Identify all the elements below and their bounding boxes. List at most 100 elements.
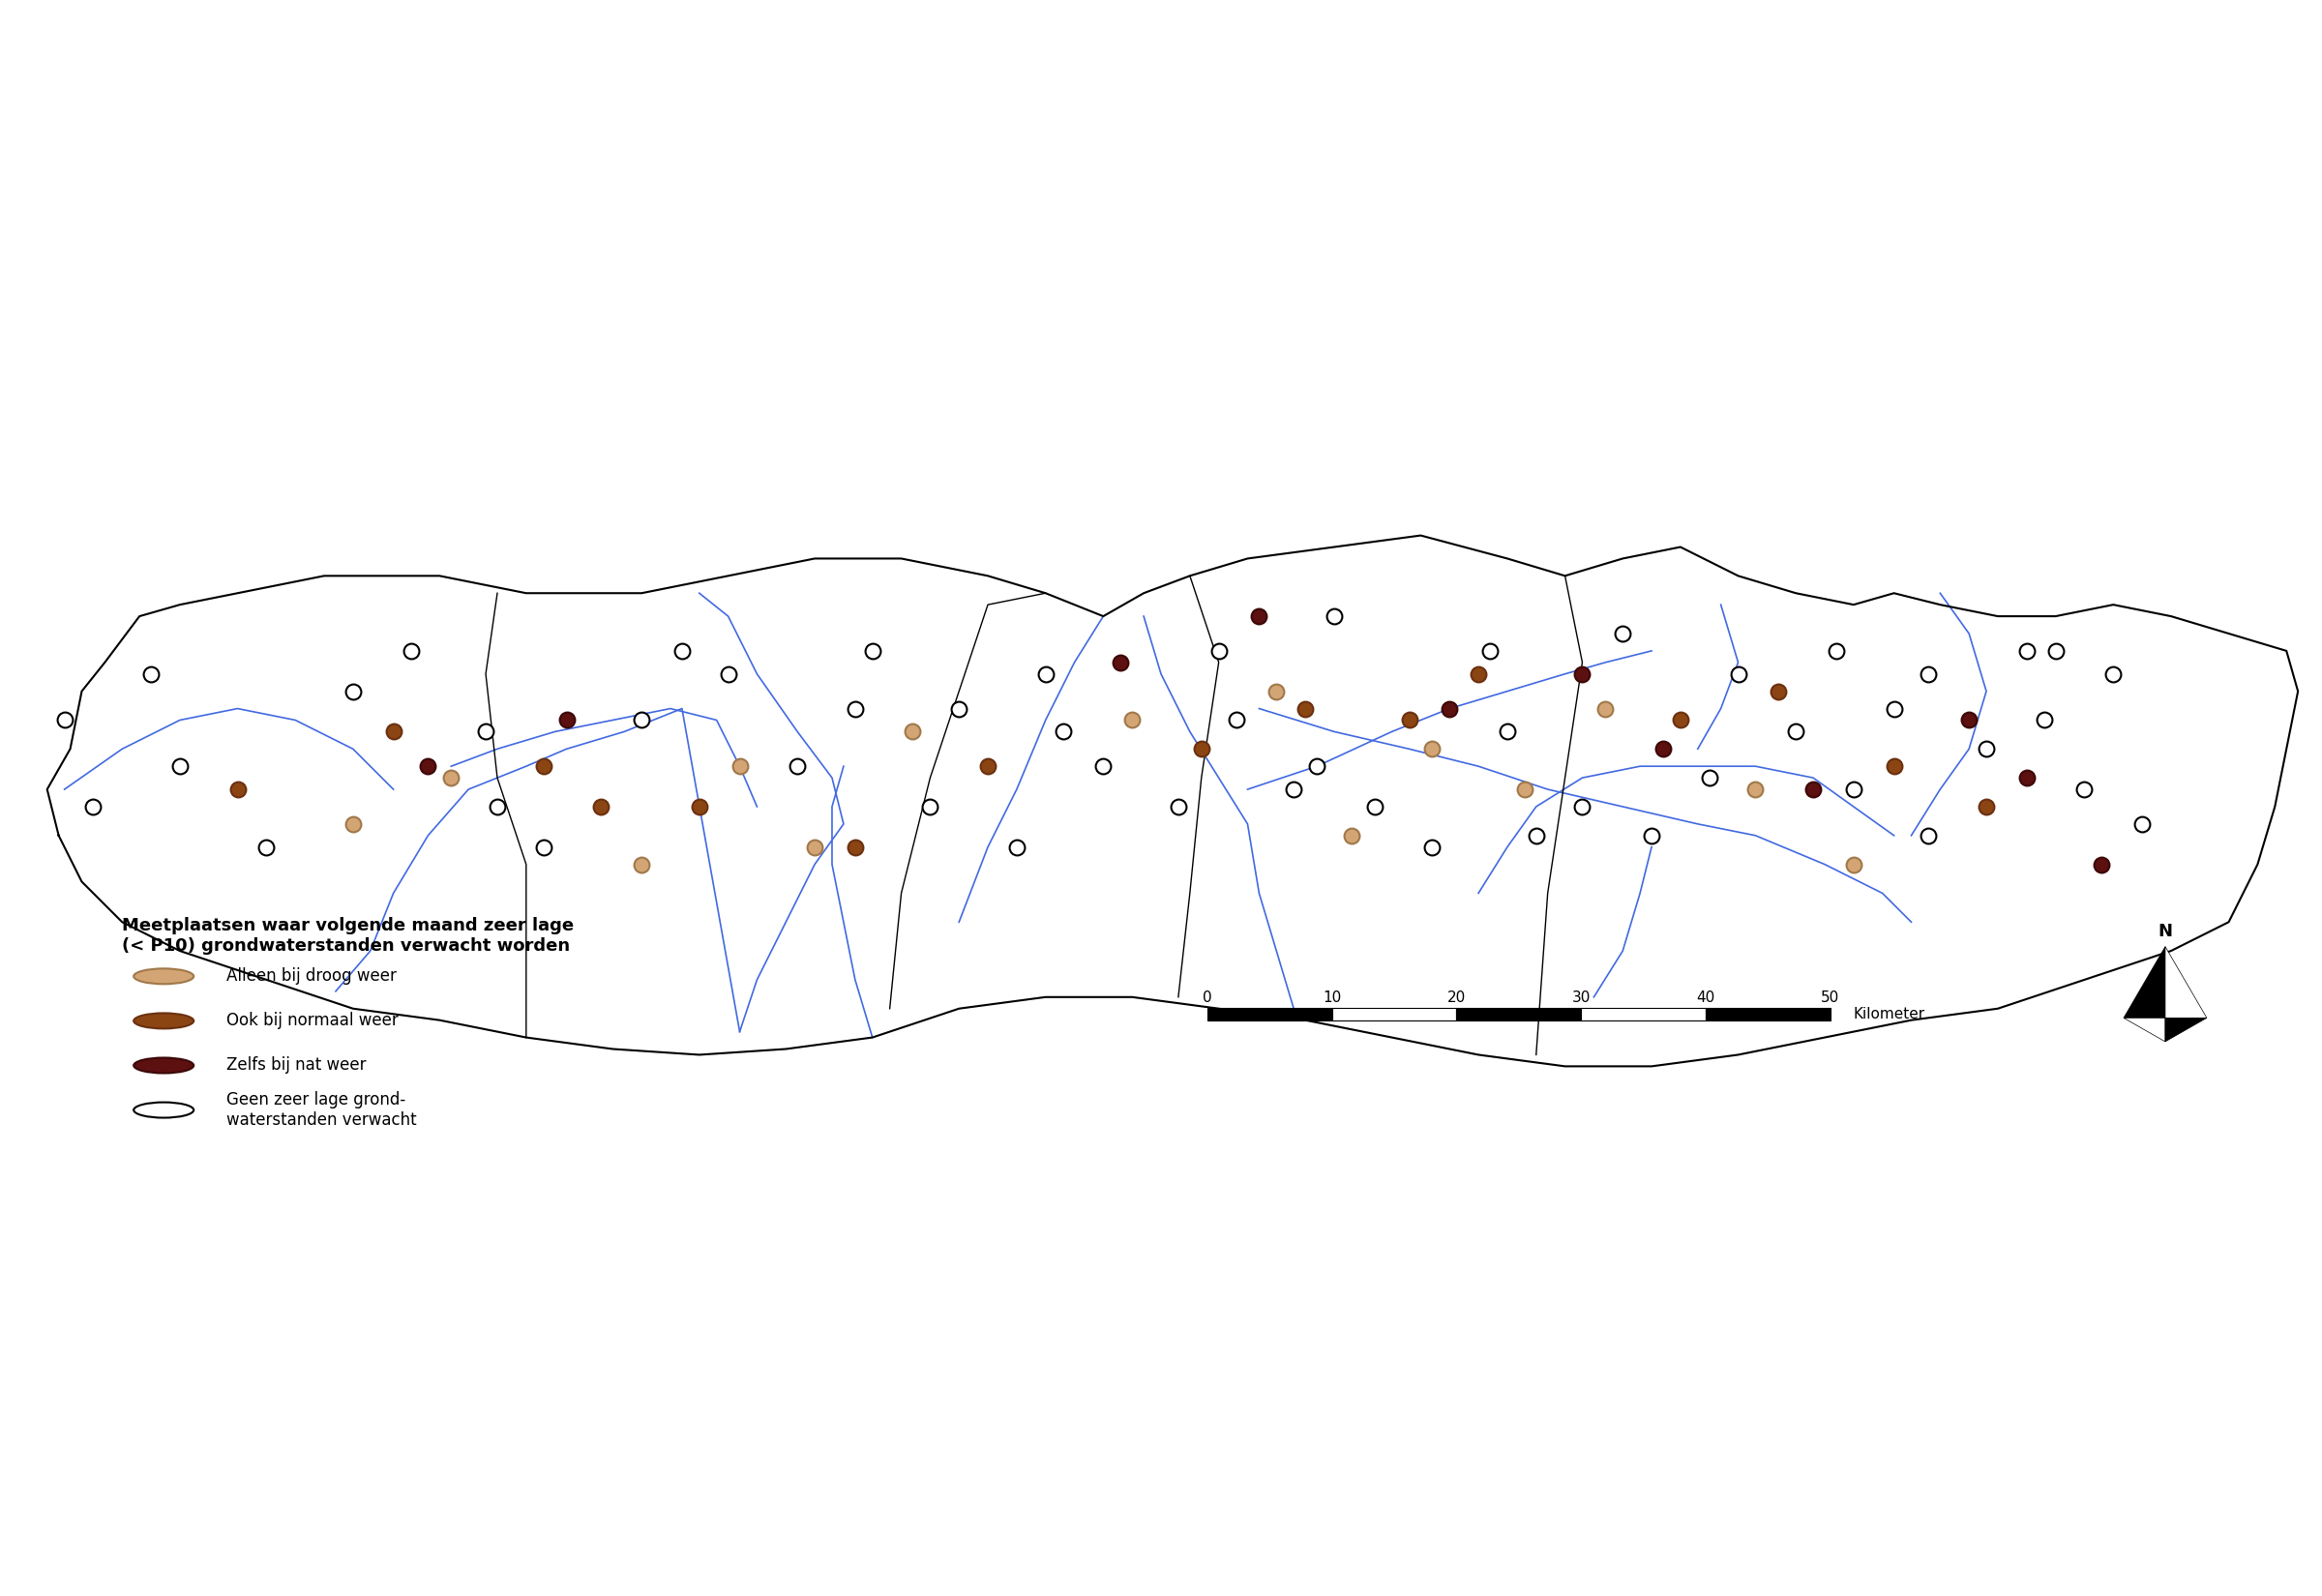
Point [1563,793,1600,819]
Point [2125,811,2162,836]
Point [1776,718,1813,744]
Polygon shape [2164,946,2206,1018]
Point [1045,718,1082,744]
FancyBboxPatch shape [1581,1007,1707,1021]
Point [796,835,834,860]
Point [1115,707,1152,733]
Point [1159,793,1196,819]
Polygon shape [2164,1018,2206,1042]
Point [1275,777,1312,803]
FancyBboxPatch shape [1333,1007,1456,1021]
Point [622,852,659,878]
Point [836,696,873,721]
Point [74,793,111,819]
Point [432,764,469,790]
Point [1084,753,1122,779]
Point [1605,621,1642,646]
Point [1414,736,1451,761]
Point [1519,822,1556,847]
Point [1298,753,1335,779]
Point [1286,696,1324,721]
Point [2083,852,2120,878]
Point [467,718,504,744]
Point [940,696,978,721]
Text: 0: 0 [1203,990,1212,1005]
Point [854,638,892,664]
Text: Geen zeer lage grond-
waterstanden verwacht: Geen zeer lage grond- waterstanden verwa… [225,1092,416,1128]
Point [894,718,931,744]
Circle shape [135,969,193,985]
Point [1356,793,1393,819]
Point [1333,822,1370,847]
Point [2036,638,2074,664]
FancyBboxPatch shape [1456,1007,1581,1021]
Point [478,793,515,819]
Point [334,678,372,704]
Circle shape [135,1103,193,1117]
Text: 40: 40 [1697,990,1716,1005]
Point [1818,638,1855,664]
Point [2009,764,2046,790]
Point [1737,777,1774,803]
Point [1950,707,1988,733]
Point [392,638,430,664]
Point [1876,696,1913,721]
Point [1721,661,1758,686]
Point [1876,753,1913,779]
Point [778,753,815,779]
Point [1217,707,1254,733]
Circle shape [135,1058,193,1073]
Point [1632,822,1670,847]
Point [1663,707,1700,733]
Point [1644,736,1681,761]
Point [160,753,197,779]
Circle shape [135,1013,193,1028]
Point [1200,638,1238,664]
Point [1414,835,1451,860]
Point [998,835,1036,860]
Point [46,707,84,733]
Text: Kilometer: Kilometer [1853,1007,1925,1021]
Text: 10: 10 [1324,990,1342,1005]
Point [374,718,411,744]
Point [1834,852,1872,878]
Text: 50: 50 [1820,990,1839,1005]
Point [913,793,950,819]
Point [664,638,701,664]
Point [1026,661,1063,686]
Point [409,753,446,779]
Point [2094,661,2132,686]
Point [525,753,562,779]
Point [836,835,873,860]
Point [1391,707,1428,733]
Point [1317,603,1354,629]
Point [622,707,659,733]
Point [1690,764,1728,790]
Point [1259,678,1296,704]
Point [334,811,372,836]
Text: 30: 30 [1572,990,1591,1005]
Text: Alleen bij droog weer: Alleen bij droog weer [225,967,397,985]
Point [2025,707,2062,733]
FancyBboxPatch shape [1707,1007,1830,1021]
Point [1967,793,2004,819]
Point [1103,650,1140,675]
Text: Meetplaatsen waar volgende maand zeer lage
(< P10) grondwaterstanden verwacht wo: Meetplaatsen waar volgende maand zeer la… [123,916,574,954]
Point [1472,638,1509,664]
Point [1834,777,1872,803]
Point [711,661,748,686]
Point [680,793,717,819]
Point [1586,696,1623,721]
Point [2009,638,2046,664]
Point [218,777,255,803]
Point [1240,603,1277,629]
Point [1911,822,1948,847]
Point [1911,661,1948,686]
Point [1488,718,1526,744]
Polygon shape [2125,946,2164,1018]
Point [1760,678,1797,704]
Polygon shape [2125,1018,2164,1042]
Text: Ook bij normaal weer: Ook bij normaal weer [225,1012,397,1029]
Point [968,753,1005,779]
Point [132,661,170,686]
